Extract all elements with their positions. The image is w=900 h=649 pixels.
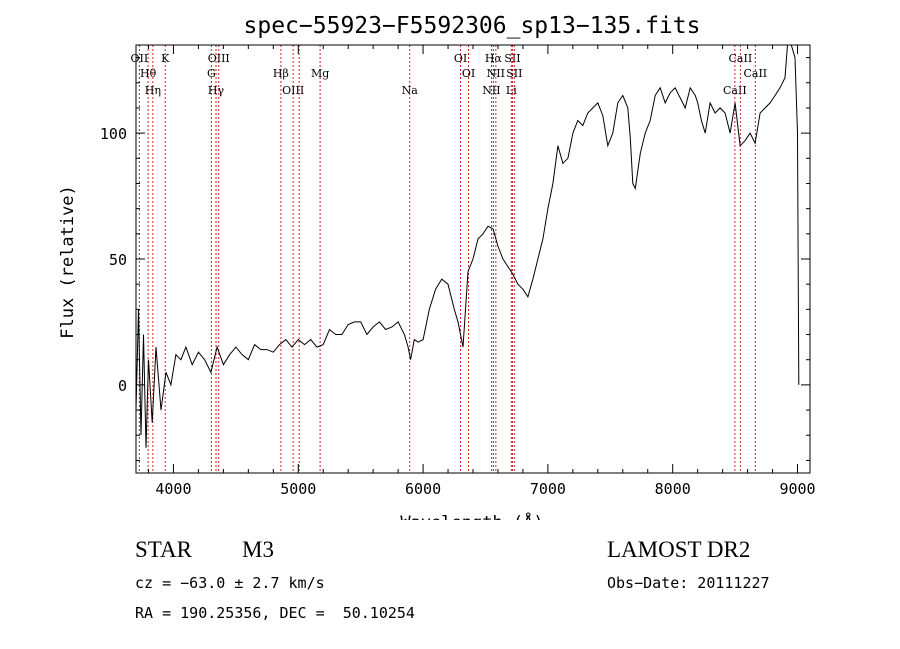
x-tick-label: 5000 bbox=[280, 480, 316, 498]
spectral-line-label: Hβ bbox=[273, 67, 289, 80]
x-tick-label: 9000 bbox=[779, 480, 815, 498]
survey-name: LAMOST DR2 bbox=[607, 537, 751, 562]
x-tick-label: 8000 bbox=[655, 480, 691, 498]
spectral-line-label: Hγ bbox=[208, 84, 225, 97]
spectral-line-label: Mg bbox=[311, 67, 329, 80]
obs-date: Obs−Date: 20111227 bbox=[607, 574, 770, 592]
velocity-readout: cz = −63.0 ± 2.7 km/s bbox=[135, 574, 325, 592]
spectrum-chart: OIIHθHηKGHγOIIIHβOIIIMgNaOIOINIIHαNIILiS… bbox=[58, 13, 816, 520]
spectrum-line bbox=[135, 44, 800, 448]
y-tick-label: 0 bbox=[118, 377, 127, 395]
chart-title: spec−55923−F5592306_sp13−135.fits bbox=[244, 13, 701, 39]
y-tick-label: 50 bbox=[109, 251, 127, 269]
spectral-line-label: Na bbox=[402, 84, 419, 97]
spectral-line-label: G bbox=[207, 67, 216, 80]
y-axis-label: Flux (relative) bbox=[58, 185, 78, 339]
spectral-line-label: CaII bbox=[723, 84, 747, 97]
coordinates: RA = 190.25356, DEC = 50.10254 bbox=[135, 604, 415, 622]
spectral-line-label: K bbox=[161, 52, 170, 65]
spectral-line-label: SII bbox=[506, 67, 522, 80]
spectral-line-label: NII bbox=[482, 84, 500, 97]
object-class: STAR bbox=[135, 537, 192, 562]
spectral-line-label: OIII bbox=[208, 52, 230, 65]
x-axis-label: Wavelength (Å) bbox=[400, 511, 543, 520]
x-tick-label: 6000 bbox=[405, 480, 441, 498]
spectral-line-label: SII bbox=[504, 52, 520, 65]
spectral-line-label: Li bbox=[506, 84, 517, 97]
spectral-line-label: OII bbox=[131, 52, 149, 65]
x-tick-label: 7000 bbox=[530, 480, 566, 498]
object-subclass: M3 bbox=[242, 537, 274, 562]
spectral-line-label: CaII bbox=[729, 52, 753, 65]
spectral-line-markers: OIIHθHηKGHγOIIIHβOIIIMgNaOIOINIIHαNIILiS… bbox=[131, 45, 767, 473]
spectral-line-label: CaII bbox=[743, 67, 767, 80]
spectral-line-label: Hη bbox=[145, 84, 161, 97]
spectral-line-label: OI bbox=[462, 67, 475, 80]
spectral-line-label: Hθ bbox=[140, 67, 157, 80]
spectral-line-label: NII bbox=[487, 67, 505, 80]
spectral-line-label: Hα bbox=[485, 52, 503, 65]
x-tick-label: 4000 bbox=[155, 480, 191, 498]
y-tick-label: 100 bbox=[100, 125, 127, 143]
axis-ticks: 4000 5000 6000 7000 8000 9000 0 50 100 bbox=[100, 45, 816, 498]
spectral-line-label: OIII bbox=[282, 84, 304, 97]
spectral-line-label: OI bbox=[454, 52, 467, 65]
